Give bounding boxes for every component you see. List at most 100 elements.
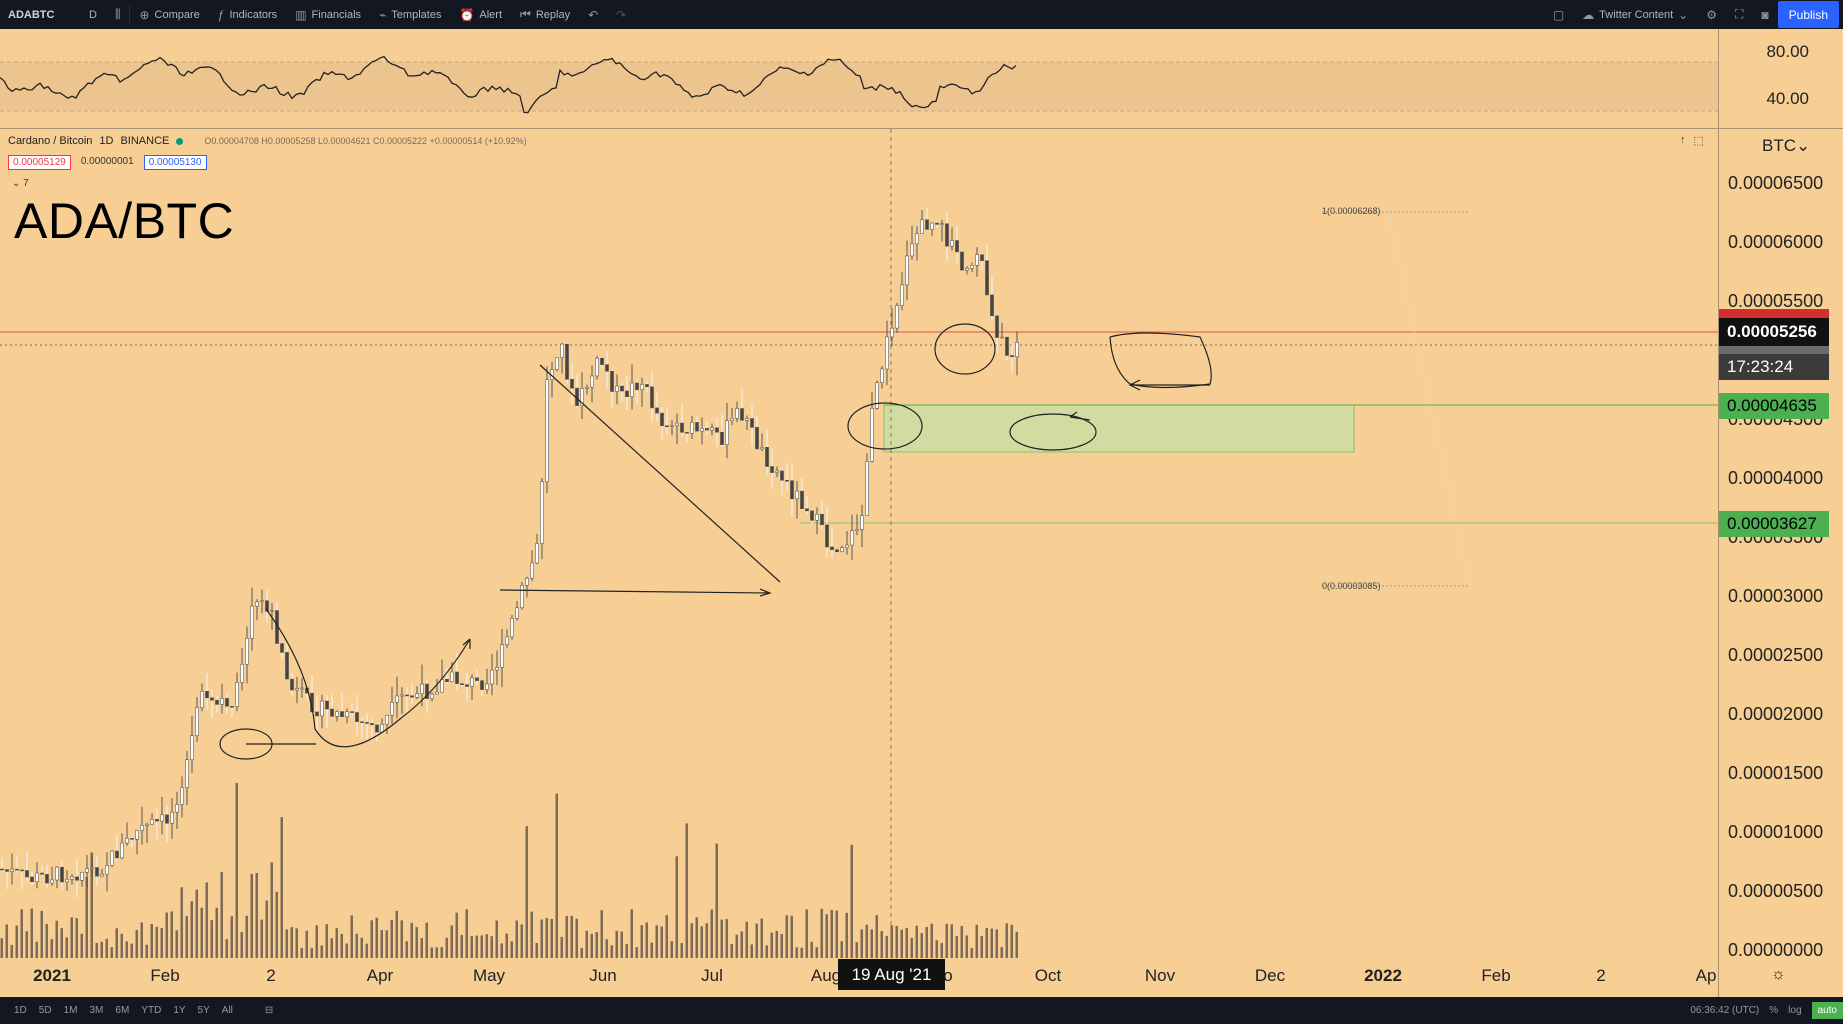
candle-body	[595, 357, 599, 377]
candle-body	[1010, 355, 1014, 357]
range-button[interactable]: YTD	[141, 1005, 162, 1016]
candle-body	[100, 873, 104, 877]
candle-body	[255, 601, 259, 607]
time-axis-label: 2022	[1364, 966, 1402, 985]
axis-settings-icon[interactable]: ☼	[1771, 966, 1786, 983]
range-button[interactable]: 1M	[63, 1005, 78, 1016]
symbol-search-button[interactable]: ADABTC	[0, 0, 80, 29]
candle-body	[755, 427, 759, 450]
replay-button[interactable]: ⏮ Replay	[511, 0, 579, 29]
volume-bar	[325, 924, 328, 958]
volume-bar	[780, 934, 783, 958]
volume-bar	[960, 925, 963, 958]
volume-bar	[125, 941, 128, 958]
ask-price[interactable]: 0.00005130	[143, 155, 207, 170]
candle-body	[565, 343, 569, 380]
candle-body	[270, 610, 274, 612]
candle-body	[40, 872, 44, 875]
volume-bar	[100, 941, 103, 958]
volume-bar	[1000, 947, 1003, 958]
candle-body	[50, 879, 54, 884]
candle-body	[10, 868, 14, 872]
range-button[interactable]: 1D	[14, 1005, 27, 1016]
log-toggle[interactable]: log	[1788, 1005, 1802, 1016]
volume-bar	[885, 935, 888, 958]
chart-type-button[interactable]: ⫼	[106, 0, 130, 29]
volume-bar	[150, 923, 153, 958]
auto-scale-toggle[interactable]: auto	[1811, 1002, 1843, 1019]
redo-button[interactable]: ↷	[607, 0, 635, 29]
candle-body	[295, 688, 299, 691]
currency-unit[interactable]: BTC⌄	[1762, 136, 1811, 155]
layout-select-button[interactable]: ▢	[1544, 0, 1573, 29]
drawings	[219, 323, 1212, 760]
financials-button[interactable]: ▥ Financials	[286, 0, 370, 29]
candle-body	[475, 677, 479, 681]
volume-bar	[5, 924, 8, 958]
settings-button[interactable]: ⚙	[1697, 0, 1726, 29]
candle-body	[120, 842, 124, 859]
arrow-up-icon[interactable]: ↑	[1680, 134, 1686, 146]
volume-bar	[20, 909, 23, 958]
volume-bar	[550, 918, 553, 958]
volume-bar	[410, 922, 413, 958]
undo-button[interactable]: ↶	[579, 0, 607, 29]
fullscreen-icon: ⛶	[1734, 7, 1744, 21]
volume-bars	[0, 782, 1018, 958]
range-button[interactable]: 5D	[38, 1005, 52, 1016]
alert-button[interactable]: ⏰ Alert	[450, 0, 511, 29]
volume-bar	[565, 916, 568, 958]
volume-bar	[1005, 923, 1008, 958]
indicators-collapse-toggle[interactable]: ⌄ 7	[12, 178, 29, 189]
candle-body	[165, 814, 169, 824]
volume-bar	[560, 936, 563, 958]
candle-body	[80, 871, 84, 881]
drawing-left-arrow	[1128, 379, 1210, 391]
pane-separator[interactable]	[0, 128, 1843, 129]
chevron-down-icon: ⌄	[12, 178, 24, 189]
candle-body	[825, 524, 829, 548]
volume-bar	[645, 922, 648, 958]
candle-body	[1015, 342, 1019, 357]
volume-bar	[175, 930, 178, 958]
volume-bar	[140, 922, 143, 958]
range-button[interactable]: 5Y	[197, 1005, 210, 1016]
candles	[0, 208, 1019, 898]
volume-bar	[335, 928, 338, 958]
range-button[interactable]: All	[221, 1005, 233, 1016]
range-button[interactable]: 1Y	[173, 1005, 186, 1016]
snapshot-button[interactable]: ◙	[1752, 0, 1777, 29]
candle-body	[995, 315, 999, 338]
maximize-pane-icon[interactable]: ⬚	[1693, 135, 1704, 147]
fullscreen-button[interactable]: ⛶	[1726, 0, 1752, 29]
layout-name-button[interactable]: ☁ Twitter Content ⌄	[1573, 0, 1697, 29]
publish-button[interactable]: Publish	[1777, 1, 1839, 28]
currency-unit-label: BTC	[1762, 136, 1796, 155]
volume-bar	[820, 908, 823, 958]
main-chart[interactable]	[0, 129, 1718, 958]
volume-bar	[195, 889, 198, 958]
goto-date-icon[interactable]: ⊟	[264, 1005, 274, 1016]
current-price-tag: 0.00005256	[1719, 318, 1829, 346]
utc-clock[interactable]: 06:36:42 (UTC)	[1690, 1005, 1760, 1016]
candle-body	[490, 669, 494, 685]
candle-body	[665, 425, 669, 428]
volume-bar	[145, 944, 148, 958]
range-button[interactable]: 3M	[89, 1005, 104, 1016]
indicators-button[interactable]: ƒ Indicators	[209, 0, 286, 29]
bid-price[interactable]: 0.00005129	[8, 155, 71, 170]
volume-bar	[880, 931, 883, 958]
interval-button[interactable]: D	[80, 0, 106, 29]
time-axis-label: Jul	[701, 966, 723, 985]
candle-body	[155, 819, 159, 822]
rsi-pane[interactable]	[0, 29, 1718, 128]
compare-button[interactable]: ⊕ Compare	[130, 0, 208, 29]
chart-legend[interactable]: Cardano / Bitcoin 1D BINANCE O0.00004708…	[8, 135, 527, 147]
templates-button[interactable]: ⌁ Templates	[370, 0, 450, 29]
range-button[interactable]: 6M	[115, 1005, 130, 1016]
candle-body	[865, 461, 869, 516]
time-axis-label: Dec	[1254, 966, 1286, 985]
candle-body	[25, 870, 29, 878]
percent-toggle[interactable]: %	[1769, 1005, 1779, 1016]
time-axis-label: 2021	[33, 966, 71, 985]
